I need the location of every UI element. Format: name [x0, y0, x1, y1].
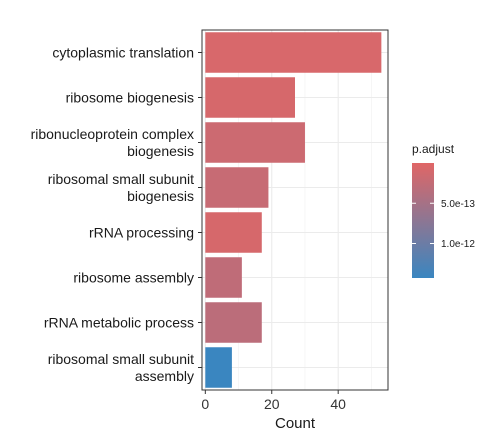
bar: [205, 212, 262, 253]
bar: [205, 122, 305, 163]
bar: [205, 347, 232, 388]
category-labels: cytoplasmic translation ribosome biogenes…: [31, 45, 202, 384]
category-label: ribosomal small subunit assembly: [48, 351, 194, 384]
legend-colorbar: [412, 163, 434, 278]
x-tick-label: 0: [201, 396, 209, 412]
legend: p.adjust 5.0e-13 1.0e-12: [412, 142, 475, 278]
legend-tick-label: 5.0e-13: [441, 199, 475, 210]
category-label: cytoplasmic translation: [52, 45, 194, 61]
bar: [205, 32, 382, 73]
bar: [205, 77, 295, 118]
category-label: ribonucleoprotein complex biogenesis: [31, 126, 194, 159]
x-tick-label: 40: [330, 396, 346, 412]
bars-layer: [205, 32, 382, 388]
category-label: rRNA processing: [89, 225, 194, 241]
x-axis: 0 20 40: [201, 390, 346, 412]
legend-tick-label: 1.0e-12: [441, 239, 475, 250]
bar: [205, 302, 262, 343]
category-label: rRNA metabolic process: [44, 315, 194, 331]
panel-border: [201, 29, 389, 391]
x-axis-title: Count: [275, 415, 316, 432]
bar: [205, 257, 242, 298]
legend-title: p.adjust: [412, 142, 455, 156]
category-label: ribosome biogenesis: [66, 90, 194, 106]
category-label: ribosomal small subunit biogenesis: [48, 171, 194, 204]
category-label: ribosome assembly: [73, 270, 194, 286]
legend-ticks: 5.0e-13 1.0e-12: [412, 199, 475, 250]
bar: [205, 167, 269, 208]
x-tick-label: 20: [264, 396, 280, 412]
